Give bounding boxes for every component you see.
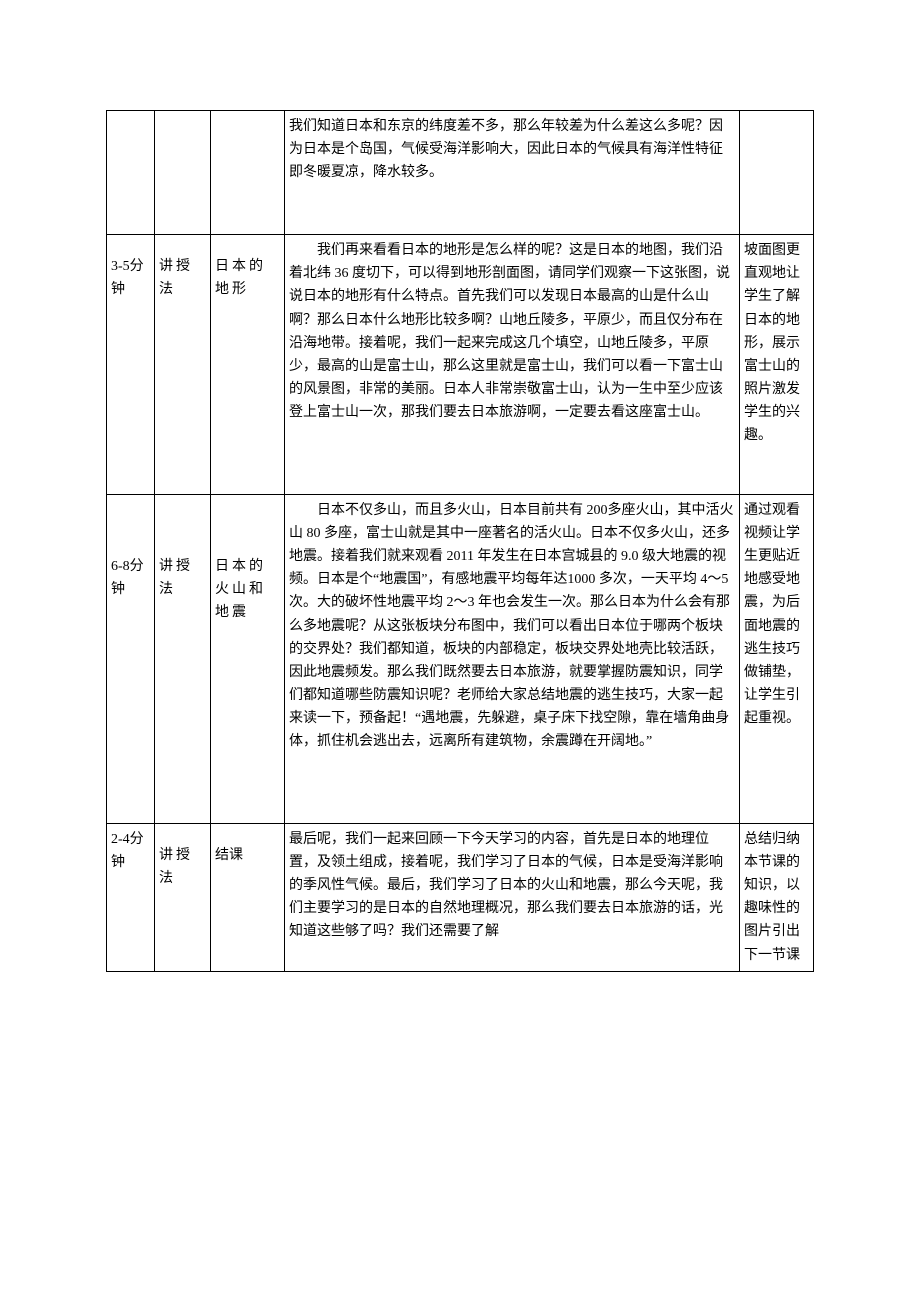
cell-content: 日本不仅多山，而且多火山，日本目前共有 200多座火山，其中活火山 80 多座，…	[285, 495, 740, 824]
cell-note: 坡面图更直观地让学生了解日本的地形，展示富士山的照片激发学生的兴趣。	[740, 235, 814, 495]
table-row: 6-8分钟 讲授法 日本的火山和地震 日本不仅多山，而且多火山，日本目前共有 2…	[107, 495, 814, 824]
cell-method: 讲授法	[155, 235, 211, 495]
lesson-plan-table: 我们知道日本和东京的纬度差不多，那么年较差为什么差这么多呢？因为日本是个岛国，气…	[106, 110, 814, 972]
cell-topic: 日本的火山和地震	[211, 495, 285, 824]
cell-topic: 日本的地形	[211, 235, 285, 495]
cell-time: 3-5分钟	[107, 235, 155, 495]
cell-note: 总结归纳本节课的知识，以趣味性的图片引出下一节课	[740, 824, 814, 972]
cell-note: 通过观看视频让学生更贴近地感受地震，为后面地震的逃生技巧做铺垫，让学生引起重视。	[740, 495, 814, 824]
cell-topic	[211, 111, 285, 235]
cell-method	[155, 111, 211, 235]
table-row: 2-4分钟 讲授法 结课 最后呢，我们一起来回顾一下今天学习的内容，首先是日本的…	[107, 824, 814, 972]
cell-method: 讲授法	[155, 495, 211, 824]
cell-method: 讲授法	[155, 824, 211, 972]
cell-content: 最后呢，我们一起来回顾一下今天学习的内容，首先是日本的地理位置，及领土组成，接着…	[285, 824, 740, 972]
table-row: 我们知道日本和东京的纬度差不多，那么年较差为什么差这么多呢？因为日本是个岛国，气…	[107, 111, 814, 235]
table-row: 3-5分钟 讲授法 日本的地形 我们再来看看日本的地形是怎么样的呢？这是日本的地…	[107, 235, 814, 495]
cell-note	[740, 111, 814, 235]
cell-topic: 结课	[211, 824, 285, 972]
cell-content: 我们知道日本和东京的纬度差不多，那么年较差为什么差这么多呢？因为日本是个岛国，气…	[285, 111, 740, 235]
cell-time	[107, 111, 155, 235]
cell-content: 我们再来看看日本的地形是怎么样的呢？这是日本的地图，我们沿着北纬 36 度切下，…	[285, 235, 740, 495]
cell-time: 2-4分钟	[107, 824, 155, 972]
cell-time: 6-8分钟	[107, 495, 155, 824]
